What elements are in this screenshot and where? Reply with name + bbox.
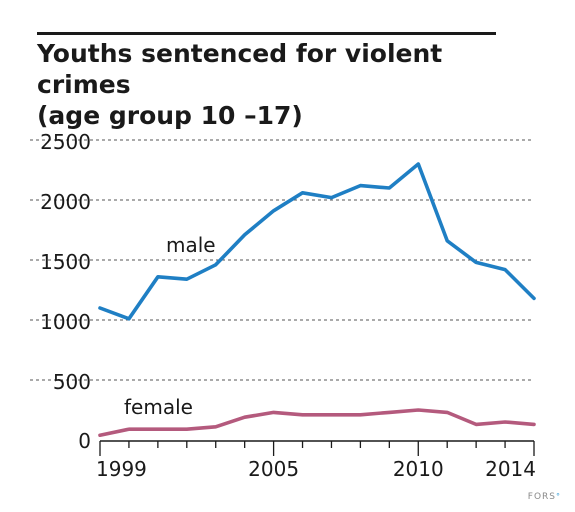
x-tick-label-2014: 2014 <box>485 457 536 481</box>
y-tick-label-1000: 1000 <box>40 310 91 334</box>
series-line-female <box>98 408 536 438</box>
x-tick-label-2010: 2010 <box>393 457 444 481</box>
y-tick-label-2000: 2000 <box>40 190 91 214</box>
series-label-female: female <box>124 395 193 419</box>
y-tick-label-1500: 1500 <box>40 250 91 274</box>
credit-logo: FORS° <box>528 492 561 502</box>
credit-text: FORS <box>527 492 556 502</box>
series-line-male <box>98 162 536 321</box>
y-tick-label-2500: 2500 <box>40 130 91 154</box>
chart-title: Youths sentenced for violent crimes (age… <box>37 38 537 131</box>
y-tick-label-500: 500 <box>53 370 91 394</box>
y-tick-label-0: 0 <box>78 429 91 453</box>
chart-title-line-1: Youths sentenced for violent crimes <box>37 39 443 99</box>
chart-title-line-2: (age group 10 –17) <box>37 101 303 130</box>
credit-dot-icon: ° <box>556 492 561 501</box>
x-tick-label-1999: 1999 <box>96 457 147 481</box>
x-tick-label-2005: 2005 <box>248 457 299 481</box>
series-label-male: male <box>166 233 216 257</box>
title-rule <box>37 32 496 35</box>
